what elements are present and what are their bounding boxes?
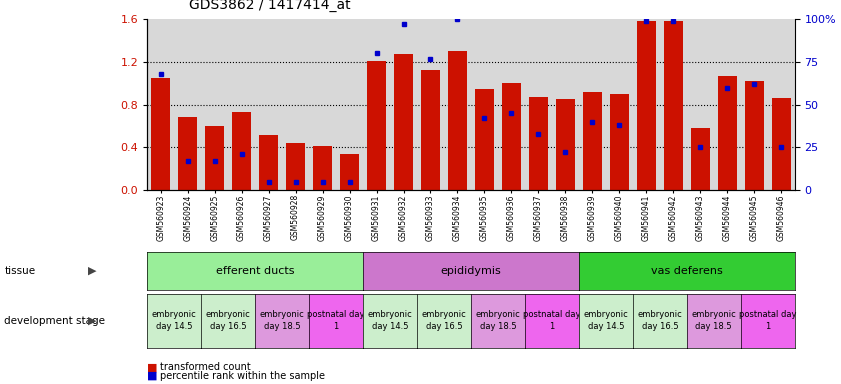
Text: transformed count: transformed count <box>160 362 251 372</box>
Bar <box>529 97 547 190</box>
Text: embryonic
day 16.5: embryonic day 16.5 <box>421 310 467 331</box>
Text: ▶: ▶ <box>88 316 97 326</box>
Bar <box>745 81 764 190</box>
Bar <box>313 146 332 190</box>
Bar <box>664 22 683 190</box>
Text: postnatal day
1: postnatal day 1 <box>739 310 796 331</box>
Bar <box>178 118 197 190</box>
Text: epididymis: epididymis <box>441 266 501 276</box>
Text: efferent ducts: efferent ducts <box>216 266 294 276</box>
Text: postnatal day
1: postnatal day 1 <box>307 310 365 331</box>
Text: vas deferens: vas deferens <box>651 266 722 276</box>
Text: embryonic
day 16.5: embryonic day 16.5 <box>206 310 251 331</box>
Bar <box>772 98 791 190</box>
Bar <box>610 94 629 190</box>
Bar <box>583 92 602 190</box>
Bar <box>205 126 224 190</box>
Text: embryonic
day 14.5: embryonic day 14.5 <box>368 310 412 331</box>
Bar <box>448 51 467 190</box>
Text: postnatal day
1: postnatal day 1 <box>523 310 580 331</box>
Bar <box>286 143 305 190</box>
Bar <box>637 22 656 190</box>
Bar <box>367 61 386 190</box>
Text: ■: ■ <box>147 371 157 381</box>
Bar <box>259 134 278 190</box>
Bar <box>475 89 494 190</box>
Text: embryonic
day 14.5: embryonic day 14.5 <box>151 310 197 331</box>
Bar <box>502 83 521 190</box>
Bar <box>340 154 359 190</box>
Text: ■: ■ <box>147 362 157 372</box>
Bar <box>690 128 710 190</box>
Bar <box>232 112 251 190</box>
Text: embryonic
day 18.5: embryonic day 18.5 <box>260 310 304 331</box>
Text: embryonic
day 16.5: embryonic day 16.5 <box>637 310 682 331</box>
Text: embryonic
day 14.5: embryonic day 14.5 <box>584 310 628 331</box>
Bar <box>151 78 170 190</box>
Text: ▶: ▶ <box>88 266 97 276</box>
Text: percentile rank within the sample: percentile rank within the sample <box>160 371 325 381</box>
Text: development stage: development stage <box>4 316 105 326</box>
Text: embryonic
day 18.5: embryonic day 18.5 <box>475 310 521 331</box>
Text: GDS3862 / 1417414_at: GDS3862 / 1417414_at <box>189 0 351 12</box>
Bar <box>394 55 413 190</box>
Text: embryonic
day 18.5: embryonic day 18.5 <box>691 310 736 331</box>
Bar <box>718 76 737 190</box>
Bar <box>421 71 440 190</box>
Text: tissue: tissue <box>4 266 35 276</box>
Bar <box>556 99 575 190</box>
